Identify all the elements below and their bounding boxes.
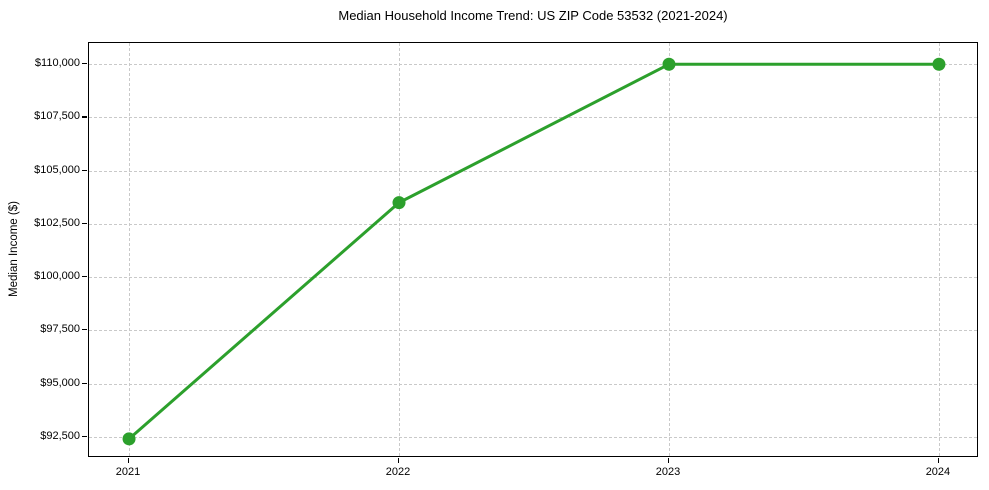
- h-gridline: [89, 277, 977, 279]
- x-tick-label: 2022: [385, 466, 411, 478]
- data-point-marker: [662, 57, 676, 71]
- v-gridline: [938, 43, 940, 456]
- h-gridline: [89, 64, 977, 66]
- v-gridline: [399, 43, 401, 456]
- h-gridline: [89, 117, 977, 119]
- plot-area: [88, 42, 978, 457]
- x-tick-label: 2024: [925, 466, 951, 478]
- gridline-layer: [89, 43, 977, 456]
- h-gridline: [89, 436, 977, 438]
- y-axis-tick-mark: [82, 116, 87, 118]
- y-axis-tick-mark: [82, 169, 87, 171]
- y-tick-label: $110,000: [34, 57, 80, 70]
- v-gridline: [129, 43, 131, 456]
- y-axis-tick-mark: [82, 435, 87, 437]
- data-point-marker: [932, 57, 946, 71]
- data-point-marker: [392, 196, 406, 210]
- data-point-marker: [122, 432, 136, 446]
- x-tick-label: 2021: [115, 466, 141, 478]
- y-axis-tick-mark: [82, 329, 87, 331]
- y-tick-label: $100,000: [34, 270, 80, 283]
- v-gridline: [668, 43, 670, 456]
- y-tick-label: $92,500: [40, 429, 80, 442]
- y-tick-label: $95,000: [40, 376, 80, 389]
- y-axis-tick-mark: [82, 63, 87, 65]
- y-tick-label: $105,000: [34, 163, 80, 176]
- x-axis-tick-mark: [937, 458, 940, 463]
- x-axis-tick-mark: [667, 458, 670, 463]
- y-axis-tick-mark: [82, 276, 87, 278]
- y-tick-label: $107,500: [34, 110, 80, 123]
- trend-line-svg: [122, 57, 946, 446]
- chart-title: Median Household Income Trend: US ZIP Co…: [338, 8, 728, 23]
- y-tick-label: $102,500: [34, 216, 80, 229]
- y-axis-tick-mark: [82, 382, 87, 384]
- y-tick-label: $97,500: [40, 323, 80, 336]
- h-gridline: [89, 383, 977, 385]
- y-axis-tick-mark: [82, 222, 87, 225]
- h-gridline: [89, 170, 977, 172]
- x-axis-tick-mark: [398, 458, 400, 463]
- trend-line: [127, 62, 941, 441]
- x-axis-tick-mark: [128, 458, 130, 463]
- x-tick-label: 2023: [655, 466, 681, 478]
- h-gridline: [89, 223, 977, 225]
- h-gridline: [89, 330, 977, 332]
